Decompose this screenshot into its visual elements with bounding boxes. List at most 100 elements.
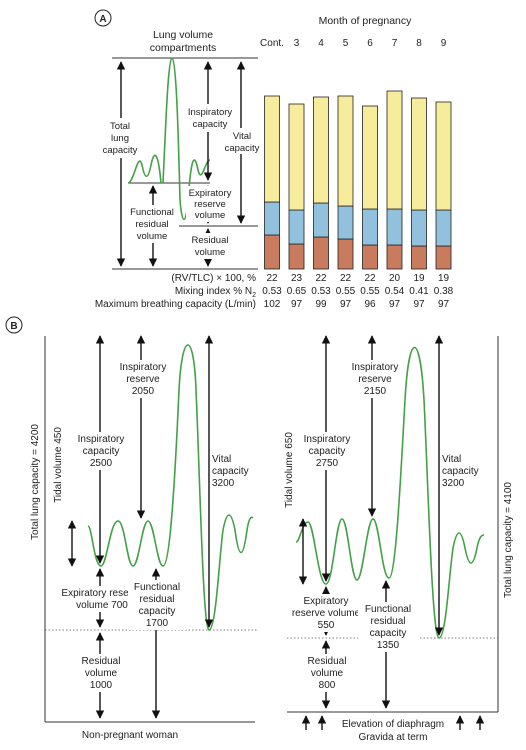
- panel-a-badge: A: [99, 14, 106, 25]
- svg-text:capacity: capacity: [370, 628, 407, 639]
- left-frc-label: Functional residual capacity 1700: [128, 580, 186, 630]
- row-label-rv-tlc: (RV/TLC) × 100, %: [171, 273, 256, 284]
- svg-text:residual: residual: [370, 616, 405, 627]
- svg-text:reserve: reserve: [194, 199, 226, 210]
- panel-a-badge-circle: [94, 9, 112, 27]
- right-erv-label: Expiratory reserve volume 550: [288, 594, 364, 632]
- table-cell-mixing: 0.65: [287, 286, 307, 297]
- bar-segment: [288, 103, 305, 211]
- left-rv-label: Residual volume 1000: [78, 654, 124, 692]
- svg-text:capacity: capacity: [83, 446, 120, 457]
- month-tick-label: 4: [318, 38, 324, 49]
- table-cell-mbc: 99: [315, 299, 327, 310]
- bar-segment: [362, 244, 378, 270]
- svg-text:550: 550: [318, 620, 335, 631]
- bar-segment: [386, 90, 403, 210]
- svg-text:Expiratory: Expiratory: [303, 596, 348, 607]
- right-caption-1: Elevation of diaphragm: [342, 719, 444, 730]
- svg-text:Expiratory reserve: Expiratory reserve: [61, 588, 143, 599]
- svg-text:reserve: reserve: [126, 374, 160, 385]
- bar-segment: [288, 243, 305, 270]
- right-frc-label: Functional residual capacity 1350: [358, 602, 418, 652]
- svg-text:volume: volume: [195, 210, 226, 221]
- table-cell-rv-tlc: 22: [364, 273, 376, 284]
- table-cell-mixing: 0.55: [336, 286, 356, 297]
- svg-text:lung: lung: [111, 133, 129, 144]
- svg-text:Inspiratory: Inspiratory: [304, 434, 351, 445]
- svg-text:Functional: Functional: [365, 604, 411, 615]
- svg-text:capacity: capacity: [309, 446, 346, 457]
- bar-segment: [386, 244, 403, 270]
- svg-text:Vital: Vital: [212, 454, 231, 465]
- left-vc-label: Vital capacity 3200: [211, 452, 251, 490]
- svg-text:2500: 2500: [90, 458, 113, 469]
- svg-text:1000: 1000: [90, 680, 113, 691]
- panel-b-badge: B: [10, 321, 17, 332]
- left-tlc-label: Total lung capacity = 4200: [30, 424, 41, 540]
- bar-segment: [337, 95, 354, 207]
- svg-text:residual: residual: [139, 594, 174, 605]
- svg-text:Vital: Vital: [233, 131, 251, 142]
- svg-text:Expiratory: Expiratory: [189, 188, 232, 199]
- svg-text:capacity: capacity: [193, 119, 228, 130]
- svg-text:Inspiratory: Inspiratory: [120, 362, 167, 373]
- table-cell-mbc: 97: [438, 299, 450, 310]
- table-cell-mixing: 0.54: [385, 286, 405, 297]
- month-header: Month of pregnancy: [319, 15, 413, 27]
- table-cell-mbc: 97: [389, 299, 401, 310]
- bar-segment: [362, 105, 378, 210]
- svg-text:volume 700: volume 700: [76, 600, 128, 611]
- label-erv: Expiratory reserve volume: [186, 186, 232, 222]
- table-cell-mbc: 97: [340, 299, 352, 310]
- bar-segment: [313, 96, 329, 204]
- row-label-mixing: Mixing index % N2: [175, 286, 256, 299]
- bar-segment: [264, 95, 280, 203]
- month-tick-label: 3: [294, 38, 300, 49]
- bar-segment: [313, 236, 329, 270]
- table-cell-mixing: 0.38: [434, 286, 454, 297]
- table-cell-mbc: 97: [291, 299, 303, 310]
- table-cell-mbc: 97: [413, 299, 425, 310]
- svg-text:Functional: Functional: [134, 582, 180, 593]
- svg-text:2150: 2150: [364, 386, 387, 397]
- label-vc: Vital capacity: [225, 128, 260, 154]
- label-ic: Inspiratory capacity: [184, 104, 234, 132]
- table-cell-mixing: 0.55: [360, 286, 380, 297]
- label-frc: Functional residual volume: [127, 205, 179, 243]
- table-cell-mixing: 0.41: [409, 286, 429, 297]
- left-ic-label: Inspiratory capacity 2500: [72, 432, 130, 470]
- right-ic-label: Inspiratory capacity 2750: [298, 432, 356, 470]
- table-cell-mbc: 102: [264, 299, 281, 310]
- bar-segment: [264, 201, 280, 236]
- svg-text:Residual: Residual: [82, 656, 121, 667]
- table-cell-mixing: 0.53: [311, 286, 331, 297]
- svg-text:volume: volume: [195, 247, 226, 258]
- month-tick-label: 7: [392, 38, 398, 49]
- svg-text:volume: volume: [311, 668, 344, 679]
- bar-segment: [264, 234, 280, 270]
- svg-text:Vital: Vital: [442, 454, 461, 465]
- svg-text:capacity: capacity: [442, 466, 479, 477]
- table-cell-rv-tlc: 20: [389, 273, 401, 284]
- pregnancy-data-table: (RV/TLC) × 100, % Mixing index % N2 Maxi…: [95, 273, 454, 310]
- svg-text:capacity: capacity: [103, 145, 138, 156]
- svg-text:2750: 2750: [316, 458, 339, 469]
- right-caption-2: Gravida at term: [359, 732, 428, 743]
- svg-text:Functional: Functional: [130, 207, 174, 218]
- table-cell-rv-tlc: 23: [291, 273, 303, 284]
- diaphragm-arrows: [301, 715, 485, 730]
- svg-text:volume: volume: [137, 231, 168, 242]
- panel-b-badge-circle: [5, 316, 23, 334]
- panel-a-title-line1: Lung volume: [153, 29, 213, 41]
- svg-text:reserve: reserve: [358, 374, 392, 385]
- row-label-mbc: Maximum breathing capacity (L/min): [95, 299, 256, 310]
- svg-text:1700: 1700: [146, 618, 169, 629]
- table-cell-rv-tlc: 22: [315, 273, 327, 284]
- svg-text:reserve volume: reserve volume: [292, 608, 361, 619]
- bar-segment: [313, 202, 329, 238]
- svg-text:3200: 3200: [212, 478, 235, 489]
- label-tlc: Total lung capacity: [103, 118, 140, 158]
- month-tick-label: 9: [441, 38, 447, 49]
- right-vc-label: Vital capacity 3200: [441, 452, 481, 490]
